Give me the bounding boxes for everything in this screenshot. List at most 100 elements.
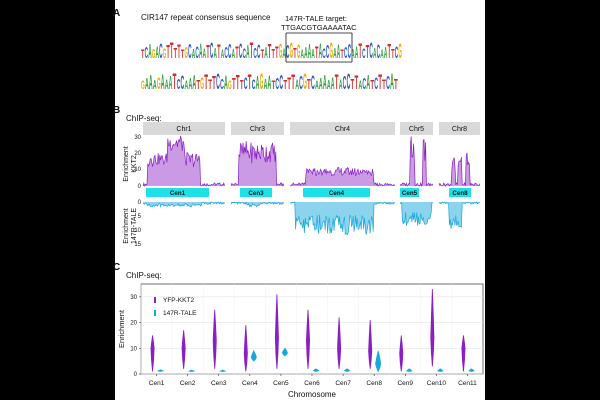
logo-letter: C — [239, 40, 242, 63]
facet-strip — [231, 122, 284, 135]
kkt2-track-line — [142, 135, 225, 187]
logo-letter: C — [252, 76, 256, 92]
logo-letter: G — [200, 74, 204, 93]
violin-tale-cen8 — [375, 350, 382, 373]
logo-letter: C — [220, 76, 224, 93]
logo-letter: A — [221, 47, 225, 61]
logo-letter: A — [268, 73, 272, 94]
facet-strip — [439, 122, 480, 135]
x-tick-label: Cen10 — [427, 380, 447, 387]
logo-letter: C — [299, 73, 303, 93]
kkt2-track-line — [399, 136, 434, 188]
logo-letter: C — [322, 45, 325, 61]
x-tick-label: Cen1 — [149, 380, 165, 387]
logo-letter: T — [208, 76, 212, 92]
logo-letter: A — [355, 43, 358, 62]
logo-letter: T — [141, 47, 145, 61]
logo-letter: T — [212, 73, 216, 93]
logo-letter: T — [340, 47, 344, 61]
kkt2-track-fill — [400, 136, 433, 186]
logo-letter: T — [271, 78, 275, 92]
logo-letter: G — [330, 38, 333, 63]
x-tick-label: Cen7 — [335, 380, 351, 387]
logo-letter: T — [250, 38, 254, 63]
kkt2-ylabel-line1: Enrichment — [123, 146, 130, 181]
x-tick-label: Cen8 — [366, 380, 382, 387]
logo-letter: G — [228, 78, 232, 92]
violin-x-ticks: Cen1 Cen2 Cen3 Cen4 Cen5 Cen6 Cen7 Cen8 Cen9 Cen1… — [149, 374, 477, 387]
logo-letter: A — [264, 76, 268, 93]
logo-letter: A — [169, 73, 173, 93]
centromere-label: Cen8 — [452, 190, 468, 197]
logo-letter: A — [323, 72, 327, 94]
logo-letter: A — [153, 77, 157, 92]
logo-letter: T — [394, 76, 398, 93]
facet-label: Chr8 — [452, 126, 467, 133]
tale-tick-5: 5 — [138, 214, 142, 220]
violin-kkt2-cen7 — [337, 317, 342, 369]
violin-xlabel: Chromosome — [288, 390, 337, 399]
logo-letter: A — [256, 73, 260, 93]
logo-letter: A — [232, 46, 236, 61]
logo-letter: A — [319, 76, 323, 93]
centromere-label: Cen1 — [170, 190, 186, 197]
tale-ylabel-line1: Enrichment — [123, 208, 130, 243]
logo-letter: A — [308, 41, 311, 63]
centromere-box — [240, 188, 272, 197]
logo-letter: C — [216, 69, 220, 94]
logo-letter: C — [257, 42, 261, 63]
logo-letter: A — [156, 43, 159, 62]
panel-b-letter: B — [113, 105, 120, 116]
logo-letter: A — [315, 78, 319, 92]
logo-letter: C — [159, 40, 162, 63]
tale-track-line — [438, 201, 480, 229]
logo-letter: G — [303, 69, 307, 94]
tale-tick-15: 15 — [134, 242, 141, 248]
logo-letter: A — [311, 46, 315, 61]
logo-letter: G — [163, 45, 166, 61]
violin-tale-cen3 — [218, 369, 227, 372]
panel-b-title: ChIP-seq: — [126, 114, 162, 123]
logo-letter: C — [210, 38, 213, 63]
tale-tick-10: 10 — [134, 228, 141, 234]
logo-letter: A — [149, 72, 153, 94]
kkt2-track-line — [438, 152, 481, 187]
violin-kkt2-cen3 — [212, 309, 217, 369]
violin-kkt2-cen6 — [305, 309, 311, 369]
tale-track-line — [230, 201, 285, 208]
logo-letter: T — [351, 76, 355, 93]
logo-letter: C — [369, 38, 372, 63]
kkt2-tick-0: 0 — [138, 184, 142, 190]
logo-letter: T — [359, 40, 362, 63]
x-tick-label: Cen6 — [304, 380, 320, 387]
logo-letter: A — [224, 73, 228, 94]
logo-letter: T — [366, 42, 369, 62]
logo-letter: A — [203, 45, 206, 61]
panel-c: C ChIP-seq: 0 10 20 30 Cen1 Cen2 Cen3 Cen4 Cen5… — [113, 262, 484, 399]
violin-kkt2-cen9 — [399, 335, 404, 372]
logo-letter: T — [196, 77, 200, 92]
logo-letter: C — [374, 74, 378, 93]
logo-letter: A — [333, 45, 336, 62]
kkt2-ylabel-line2: KKT2 — [131, 155, 138, 173]
panel-c-letter: C — [113, 262, 120, 273]
logo-letter: A — [373, 45, 376, 62]
logo-letter: C — [395, 43, 398, 62]
logo-letter: A — [192, 72, 196, 94]
logo-letter: C — [286, 42, 289, 62]
logo-letter: G — [157, 74, 161, 93]
logo-letter: A — [264, 45, 268, 62]
x-tick-label: Cen3 — [211, 380, 227, 387]
logo-letter: A — [295, 76, 299, 92]
logo-letter: C — [279, 72, 283, 94]
tale-tick-0: 0 — [138, 200, 142, 206]
logo-letter: A — [358, 78, 362, 92]
logo-letter: C — [244, 74, 248, 93]
logo-letter: A — [214, 45, 217, 62]
logo-letter: T — [236, 72, 240, 94]
tale-track-line — [289, 201, 396, 236]
logo-letter: C — [311, 73, 315, 94]
logo-letter: T — [173, 69, 177, 94]
logo-letter: T — [355, 73, 359, 94]
kkt2-track-fill — [143, 135, 225, 186]
